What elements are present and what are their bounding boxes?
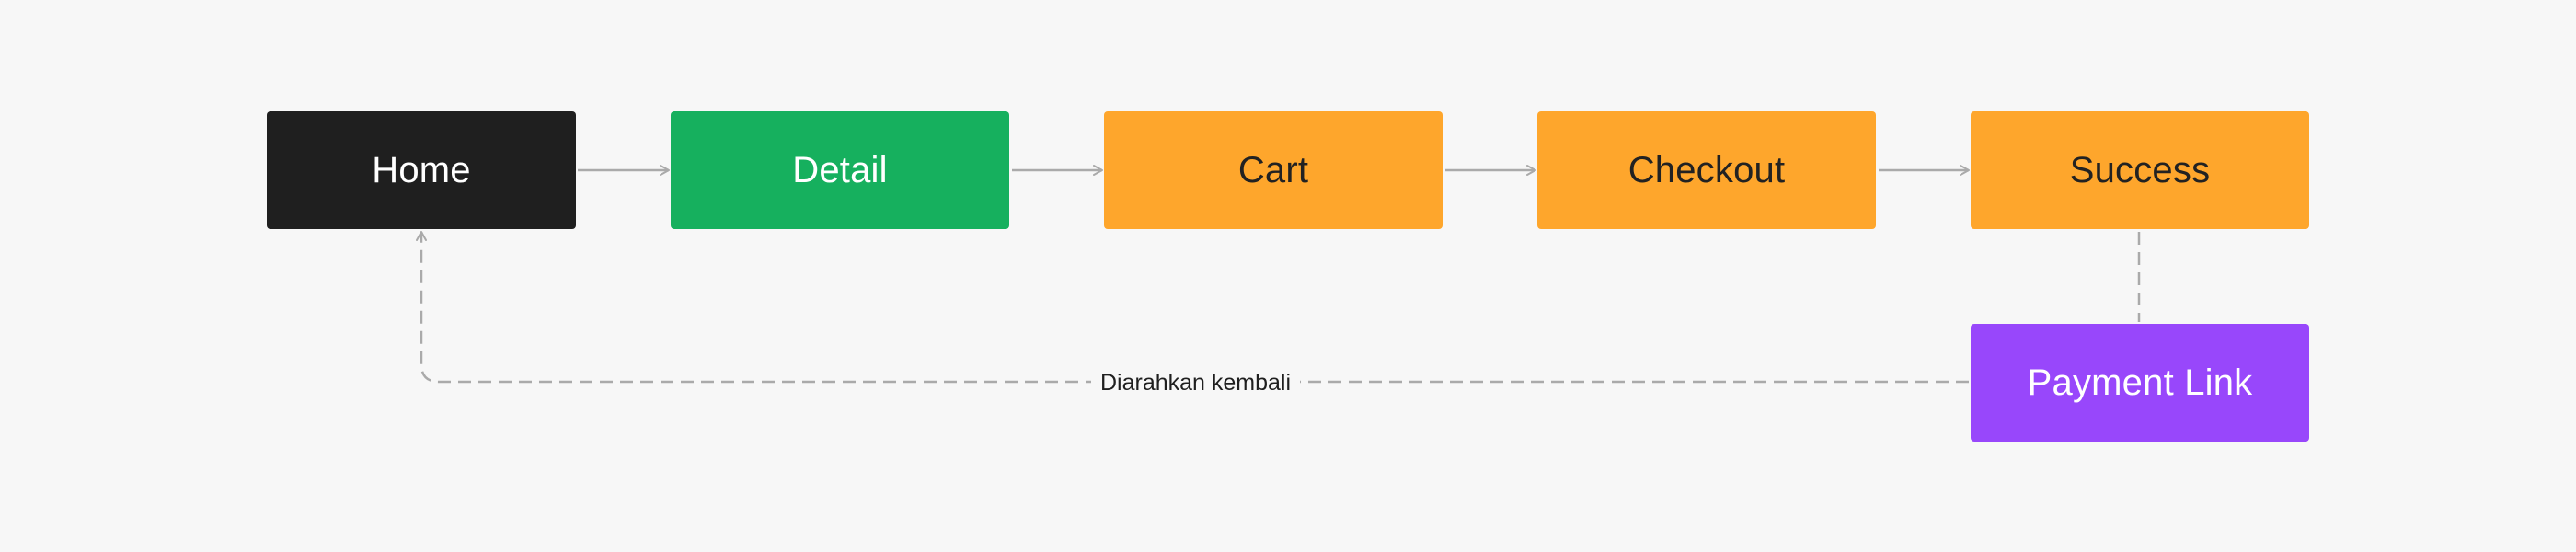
node-payment-link: Payment Link (1971, 324, 2309, 442)
edge-label-redirect: Diarahkan kembali (1091, 370, 1301, 396)
node-checkout: Checkout (1537, 111, 1876, 229)
edge-payment-link-to-home (416, 231, 1969, 384)
node-detail: Detail (671, 111, 1009, 229)
node-home: Home (267, 111, 576, 229)
node-cart: Cart (1104, 111, 1443, 229)
node-success: Success (1971, 111, 2309, 229)
